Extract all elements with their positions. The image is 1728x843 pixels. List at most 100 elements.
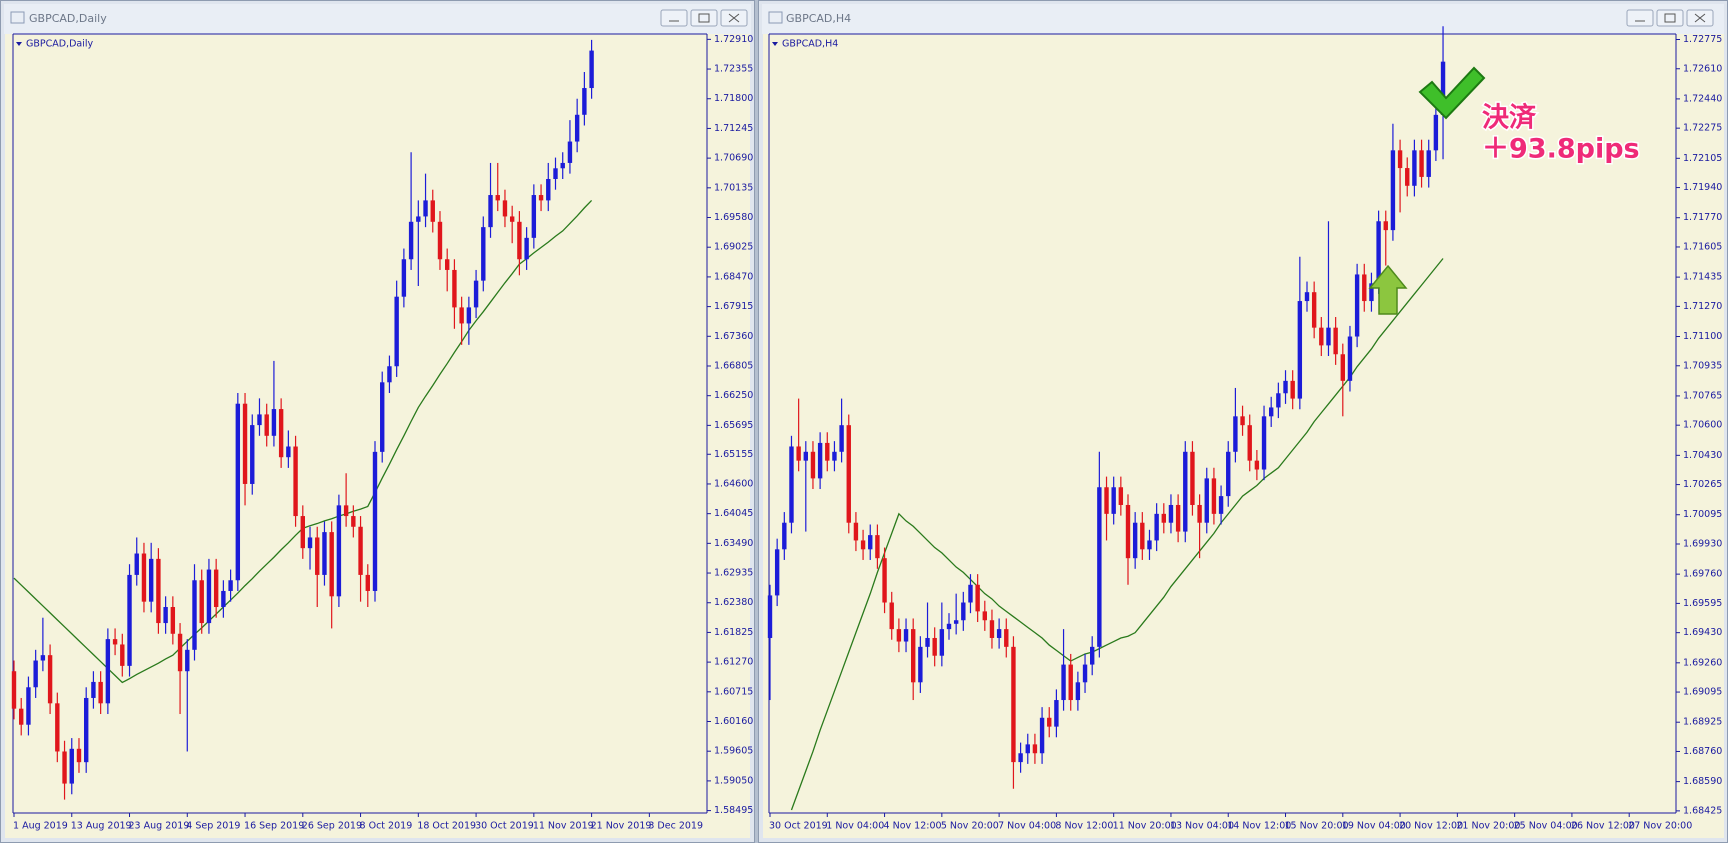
y-tick-label: 1.59050 — [714, 775, 753, 786]
y-tick-label: 1.70935 — [1683, 360, 1722, 371]
candle-body — [19, 708, 24, 725]
candle-body — [213, 569, 219, 608]
y-tick-label: 1.59605 — [714, 746, 753, 757]
y-tick-label: 1.68925 — [1683, 717, 1722, 728]
candle-body — [1340, 354, 1345, 381]
y-tick-label: 1.63490 — [714, 538, 753, 549]
y-tick-label: 1.62935 — [714, 568, 753, 579]
candle-body — [329, 532, 334, 597]
x-tick-label: 15 Nov 20:00 — [1285, 821, 1349, 832]
chart-label-marker — [772, 42, 778, 46]
candle-body — [1147, 540, 1152, 550]
candle-body — [1004, 629, 1009, 647]
y-tick-label: 1.60715 — [714, 686, 753, 697]
annotation: 決済 — [1482, 102, 1537, 134]
candle-body — [127, 574, 132, 666]
candle-body — [975, 584, 980, 612]
candle-body — [250, 425, 255, 484]
y-tick-label: 1.64600 — [714, 478, 753, 489]
x-tick-label: 23 Aug 2019 — [129, 821, 190, 832]
candle-body — [582, 88, 587, 115]
candle-body — [839, 425, 844, 452]
maximize-button[interactable] — [690, 9, 718, 27]
x-tick-label: 13 Nov 04:00 — [1170, 821, 1234, 832]
y-tick-label: 1.70265 — [1683, 479, 1722, 490]
candle-body — [1390, 150, 1396, 231]
close-glyph — [728, 13, 740, 23]
candle-body — [1419, 150, 1424, 177]
candle-body — [1405, 168, 1410, 186]
candle-body — [1039, 717, 1045, 754]
candle-body — [982, 611, 987, 621]
candle-body — [1304, 292, 1310, 302]
candle-body — [1111, 487, 1116, 514]
candle-body — [517, 221, 522, 260]
candle-body — [546, 178, 551, 201]
x-tick-label: 19 Nov 04:00 — [1342, 821, 1406, 832]
candle-body — [531, 195, 537, 238]
candle-body — [1183, 451, 1188, 532]
candle-body — [177, 633, 183, 672]
minimize-button[interactable] — [1626, 9, 1654, 27]
candle-body — [351, 516, 356, 527]
candle-body — [1097, 487, 1102, 647]
candle-body — [1226, 451, 1231, 497]
candle-body — [1032, 744, 1038, 754]
candle-body — [401, 259, 407, 297]
y-tick-label: 1.66805 — [714, 360, 753, 371]
x-tick-label: 7 Nov 04:00 — [998, 821, 1056, 832]
candle-body — [33, 660, 38, 688]
y-tick-label: 1.65695 — [714, 420, 753, 431]
y-tick-label: 1.69595 — [1683, 598, 1722, 609]
y-tick-label: 1.70135 — [714, 182, 753, 193]
candle-body — [832, 451, 837, 461]
candle-body — [242, 403, 248, 484]
window-left: GBPCAD,Daily — [0, 0, 755, 843]
candle-body — [40, 655, 46, 661]
candle-body — [953, 620, 959, 624]
maximize-button[interactable] — [1656, 9, 1684, 27]
candle-body — [365, 574, 370, 591]
candle-body — [1054, 700, 1059, 727]
x-tick-label: 20 Nov 12:00 — [1399, 821, 1463, 832]
candle-body — [112, 639, 118, 645]
y-tick-label: 1.72910 — [714, 34, 753, 45]
candle-body — [1412, 150, 1417, 186]
candle-body — [1197, 504, 1202, 523]
candle-body — [322, 532, 327, 575]
candle-body — [553, 168, 558, 179]
x-tick-label: 1 Nov 04:00 — [826, 821, 884, 832]
candle-body — [896, 629, 902, 642]
candle-body — [221, 590, 226, 608]
candle-body — [170, 607, 176, 634]
candle-body — [925, 637, 930, 647]
candle-body — [84, 697, 89, 763]
candle-body — [1068, 664, 1073, 701]
y-tick-label: 1.71605 — [1683, 241, 1722, 252]
candle-body — [1075, 682, 1081, 701]
candle-body — [199, 580, 204, 624]
entry-arrow-icon — [1368, 264, 1408, 315]
x-tick-label: 27 Nov 20:00 — [1628, 821, 1692, 832]
candle-body — [853, 522, 859, 541]
candle-body — [488, 195, 493, 228]
candle-body — [1354, 274, 1360, 337]
y-tick-label: 1.72275 — [1683, 123, 1722, 134]
x-tick-label: 25 Nov 04:00 — [1514, 821, 1578, 832]
title-bar — [762, 4, 1724, 34]
minimize-button[interactable] — [660, 9, 688, 27]
candle-body — [445, 259, 450, 270]
y-tick-label: 1.69025 — [714, 242, 753, 253]
candle-body — [1369, 283, 1374, 302]
candle-body — [459, 307, 464, 324]
x-tick-label: 4 Nov 12:00 — [884, 821, 942, 832]
candle-body — [1082, 664, 1088, 683]
title-bar — [4, 4, 751, 34]
candle-body — [567, 141, 573, 163]
candle-body — [163, 607, 168, 624]
candle-body — [882, 558, 887, 603]
candle-body — [868, 535, 873, 550]
y-tick-label: 1.72440 — [1683, 93, 1722, 104]
candle-body — [69, 748, 74, 784]
